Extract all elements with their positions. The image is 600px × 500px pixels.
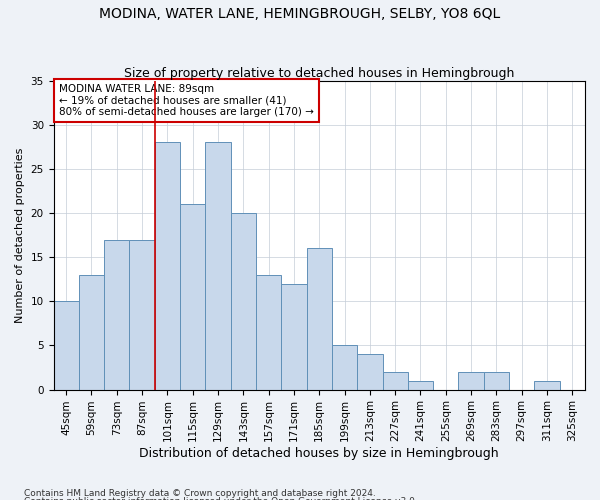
Bar: [230, 213, 256, 390]
Bar: [408, 381, 433, 390]
Bar: [205, 142, 230, 390]
Y-axis label: Number of detached properties: Number of detached properties: [15, 148, 25, 323]
Bar: [155, 142, 180, 390]
Bar: [130, 240, 155, 390]
Text: Contains public sector information licensed under the Open Government Licence v3: Contains public sector information licen…: [24, 497, 418, 500]
Text: MODINA WATER LANE: 89sqm
← 19% of detached houses are smaller (41)
80% of semi-d: MODINA WATER LANE: 89sqm ← 19% of detach…: [59, 84, 314, 117]
Bar: [281, 284, 307, 390]
Bar: [332, 346, 357, 390]
X-axis label: Distribution of detached houses by size in Hemingbrough: Distribution of detached houses by size …: [139, 447, 499, 460]
Bar: [256, 275, 281, 390]
Bar: [307, 248, 332, 390]
Bar: [535, 381, 560, 390]
Bar: [79, 275, 104, 390]
Bar: [383, 372, 408, 390]
Bar: [104, 240, 130, 390]
Bar: [484, 372, 509, 390]
Bar: [357, 354, 383, 390]
Bar: [53, 302, 79, 390]
Text: Contains HM Land Registry data © Crown copyright and database right 2024.: Contains HM Land Registry data © Crown c…: [24, 488, 376, 498]
Title: Size of property relative to detached houses in Hemingbrough: Size of property relative to detached ho…: [124, 66, 514, 80]
Text: MODINA, WATER LANE, HEMINGBROUGH, SELBY, YO8 6QL: MODINA, WATER LANE, HEMINGBROUGH, SELBY,…: [100, 8, 500, 22]
Bar: [458, 372, 484, 390]
Bar: [180, 204, 205, 390]
